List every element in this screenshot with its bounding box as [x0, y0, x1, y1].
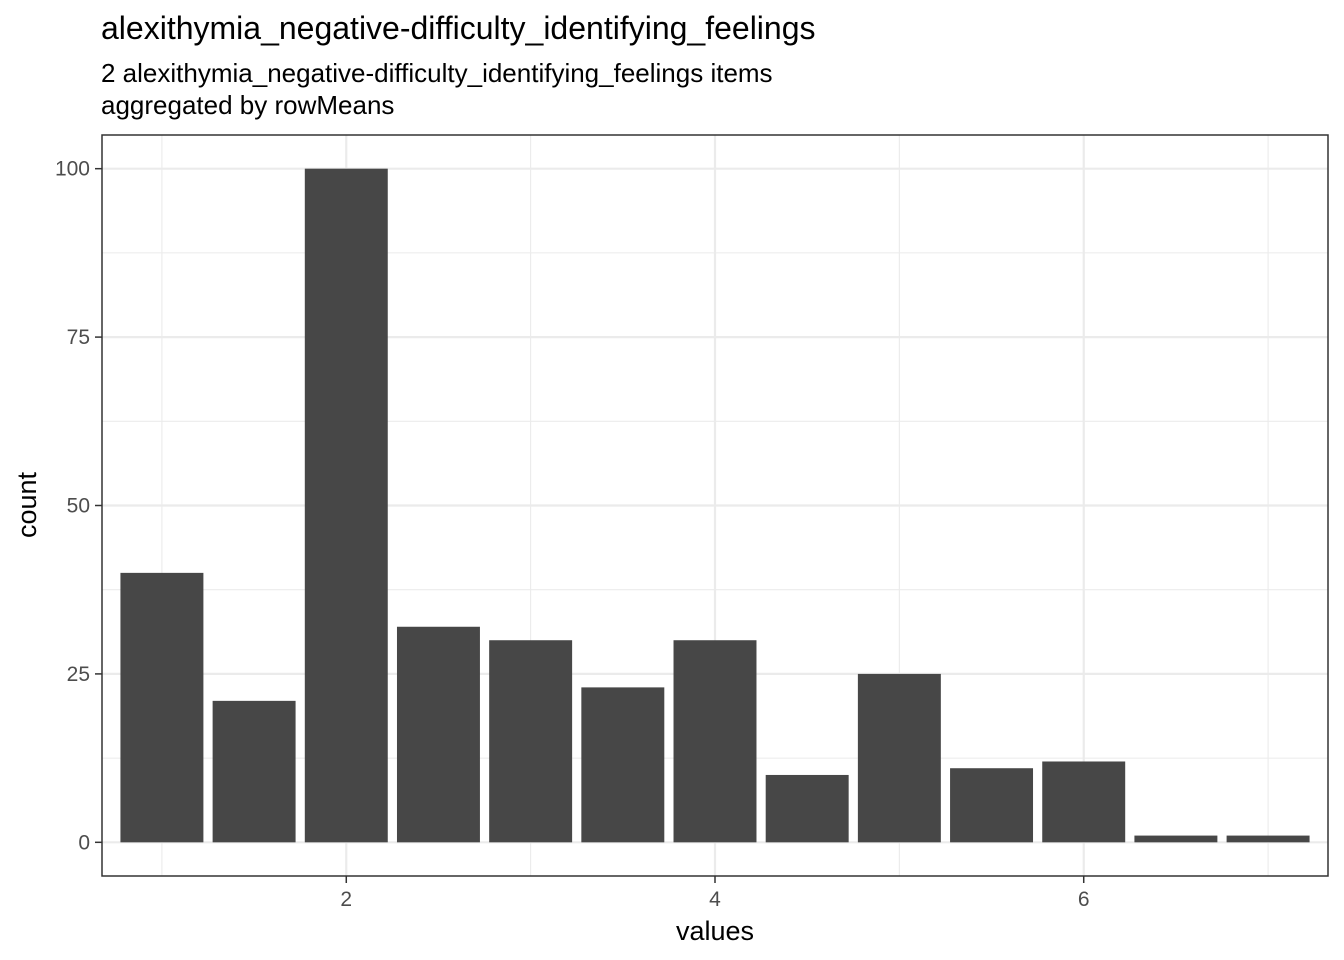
- bar: [581, 687, 665, 843]
- chart-subtitle-line-2: aggregated by rowMeans: [101, 90, 394, 120]
- bar: [1134, 835, 1218, 843]
- bar: [489, 640, 573, 843]
- x-tick-label: 4: [709, 888, 721, 911]
- y-tick-label: 0: [78, 831, 90, 854]
- chart-title: alexithymia_negative-difficulty_identify…: [101, 10, 816, 46]
- bars: [120, 168, 1310, 843]
- bar: [396, 626, 480, 843]
- bar: [673, 640, 757, 843]
- y-tick-label: 50: [67, 495, 90, 518]
- bar: [212, 700, 296, 843]
- bar: [1226, 835, 1310, 843]
- chart-subtitle-line-1: 2 alexithymia_negative-difficulty_identi…: [101, 58, 773, 88]
- x-tick-label: 2: [340, 888, 352, 911]
- y-tick-label: 25: [67, 663, 90, 686]
- y-tick-label: 75: [67, 326, 90, 349]
- bar: [765, 774, 849, 843]
- y-axis-title: count: [12, 471, 42, 538]
- bar: [120, 572, 204, 843]
- bar: [1042, 761, 1126, 843]
- y-tick-label: 100: [55, 158, 90, 181]
- x-axis: 2 4 6: [340, 876, 1090, 911]
- y-axis: 0 25 50 75 100: [55, 158, 102, 854]
- bar: [857, 673, 941, 843]
- plot-panel: [101, 134, 1329, 877]
- bar: [304, 168, 388, 843]
- x-axis-title: values: [676, 916, 754, 946]
- bar: [950, 768, 1034, 843]
- x-tick-label: 6: [1078, 888, 1090, 911]
